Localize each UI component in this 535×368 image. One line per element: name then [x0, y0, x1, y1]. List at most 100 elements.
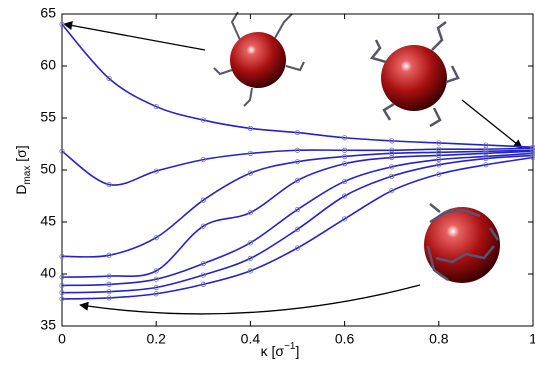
point-marker [294, 129, 301, 136]
point-marker [247, 125, 253, 131]
point-marker [389, 138, 395, 144]
arrow [63, 21, 206, 51]
point-marker [247, 170, 253, 176]
arrow [79, 284, 421, 315]
x-tick-label: 1 [529, 331, 535, 347]
point-marker [341, 135, 348, 141]
series-line [61, 147, 534, 186]
point-marker [59, 148, 65, 154]
point-marker [106, 281, 112, 287]
point-marker [436, 171, 442, 177]
series-line [61, 154, 534, 294]
series-line [61, 150, 534, 278]
point-marker [483, 155, 489, 162]
point-marker [294, 177, 301, 183]
point-marker [106, 273, 112, 279]
point-marker [106, 181, 112, 188]
point-marker [153, 284, 159, 291]
y-tick-label: 65 [40, 5, 56, 21]
point-marker [530, 154, 535, 161]
y-tick-label: 40 [40, 265, 56, 281]
y-axis-label: Dmax [σ] [13, 145, 33, 194]
point-marker [247, 240, 253, 246]
series-line [61, 152, 534, 287]
point-marker [483, 162, 489, 168]
y-tick-label: 55 [40, 109, 56, 125]
point-marker [200, 272, 206, 278]
point-marker [200, 281, 206, 287]
point-marker [200, 197, 206, 203]
y-tick-label: 45 [40, 213, 56, 229]
point-marker [59, 274, 65, 280]
nanoparticle [381, 45, 447, 111]
series-line [61, 149, 534, 258]
point-marker [153, 168, 159, 174]
chains [426, 203, 500, 282]
point-marker [341, 161, 348, 167]
point-marker [59, 290, 65, 296]
point-marker [436, 149, 442, 155]
point-marker [247, 255, 253, 261]
chains [213, 11, 305, 107]
x-label-end: ] [295, 343, 299, 359]
point-marker [294, 147, 301, 153]
point-marker [247, 210, 253, 216]
point-marker [59, 282, 65, 289]
point-marker [389, 188, 395, 194]
chains [369, 21, 460, 128]
point-marker [106, 289, 112, 295]
point-marker [106, 75, 112, 82]
point-marker [436, 162, 442, 168]
point-marker [200, 260, 206, 267]
arrow [461, 99, 523, 149]
point-marker [153, 268, 159, 274]
point-marker [341, 216, 348, 222]
point-marker [389, 147, 395, 153]
y-label-sub: max [22, 166, 33, 185]
point-marker [59, 296, 65, 302]
y-tick-label: 60 [40, 57, 56, 73]
point-marker [200, 157, 206, 163]
point-marker [436, 140, 442, 146]
point-marker [106, 252, 112, 258]
x-tick-label: 0.6 [335, 331, 355, 347]
point-marker [389, 154, 395, 161]
series-line [61, 156, 534, 300]
point-marker [294, 159, 301, 165]
point-marker [153, 103, 159, 110]
y-label-end: [σ] [13, 145, 29, 165]
point-marker [389, 164, 395, 170]
point-marker [483, 150, 489, 156]
point-marker [106, 295, 112, 301]
x-tick-label: 0.2 [146, 331, 166, 347]
point-marker [200, 223, 206, 229]
y-tick-label: 50 [40, 161, 56, 177]
point-marker [341, 153, 348, 160]
point-marker [294, 226, 301, 232]
x-axis-label: κ [σ−1] [261, 341, 300, 359]
point-marker [59, 21, 65, 27]
point-marker [436, 146, 442, 152]
x-label-main: κ [σ [261, 343, 285, 359]
point-marker [341, 147, 348, 153]
point-marker [247, 150, 253, 156]
point-marker [436, 157, 442, 163]
point-marker [294, 206, 301, 213]
illustrations [63, 11, 523, 315]
x-tick-label: 0.8 [429, 331, 449, 347]
series-line [61, 23, 534, 148]
nanoparticle [230, 32, 286, 88]
point-marker [389, 173, 395, 179]
y-label-main: D [13, 185, 29, 195]
x-label-sup: −1 [284, 341, 296, 352]
point-marker [200, 117, 206, 123]
x-tick-label: 0 [58, 331, 66, 347]
point-marker [294, 245, 301, 251]
point-marker [341, 178, 348, 185]
y-tick-label: 35 [40, 317, 56, 333]
point-marker [153, 291, 159, 297]
nanoparticle [424, 207, 500, 283]
point-marker [153, 235, 159, 241]
point-marker [341, 193, 348, 199]
